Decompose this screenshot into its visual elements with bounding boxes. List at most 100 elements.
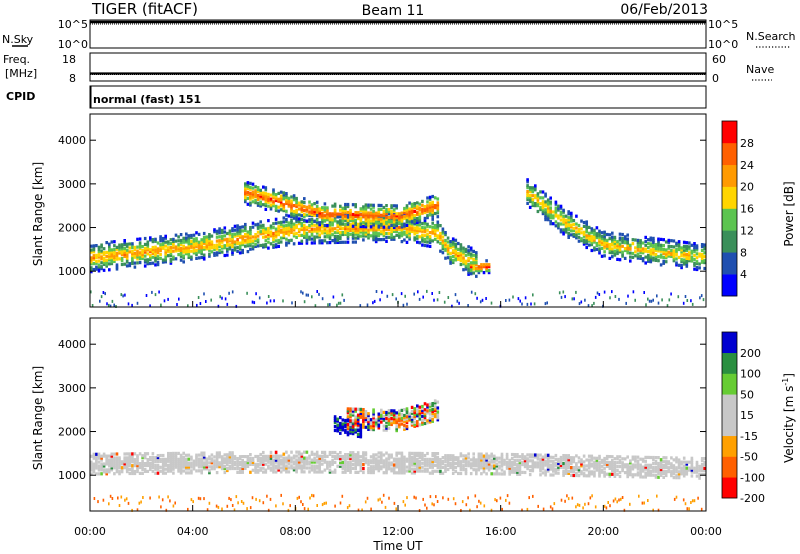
power-cell: [657, 301, 660, 305]
power-cell: [346, 224, 350, 229]
power-cell: [541, 212, 545, 216]
power-cell: [479, 300, 482, 304]
velocity-cell: [354, 423, 357, 427]
power-cell: [657, 247, 660, 251]
power-cell: [408, 213, 411, 217]
power-cell: [133, 251, 137, 255]
power-cell: [418, 241, 422, 245]
power-cell: [164, 256, 167, 260]
velocity-cell: [290, 458, 293, 462]
velocity-cell: [231, 459, 234, 463]
velocity-cell: [308, 454, 311, 458]
velocity-cell: [439, 469, 442, 473]
power-cell: [659, 255, 663, 259]
power-cell: [259, 190, 262, 194]
velocity-cell: [372, 469, 375, 473]
velocity-cell: [385, 426, 388, 430]
power-cell: [517, 297, 520, 301]
velocity-cell: [590, 470, 594, 474]
power-cell: [187, 255, 191, 259]
velocity-cell: [589, 496, 592, 500]
velocity-cell: [128, 460, 132, 464]
velocity-cell: [287, 466, 291, 470]
power-cell: [662, 249, 665, 254]
power-cell: [308, 206, 311, 210]
power-cell: [236, 238, 239, 242]
velocity-cell: [464, 456, 468, 460]
velocity-cell: [505, 456, 509, 460]
velocity-cell: [480, 452, 483, 456]
power-cell: [549, 222, 552, 226]
velocity-cell: [485, 454, 488, 458]
velocity-cell: [513, 462, 517, 466]
power-cell: [241, 243, 244, 247]
power-cell: [318, 211, 321, 215]
power-cell: [562, 218, 565, 222]
power-cell: [436, 220, 440, 224]
power-cell: [433, 298, 435, 302]
power-cell: [641, 257, 645, 261]
power-cell: [290, 203, 293, 207]
velocity-cell: [659, 469, 663, 473]
velocity-cell: [179, 469, 183, 473]
power-cell: [664, 248, 668, 252]
power-cell: [344, 230, 347, 235]
power-cell: [459, 249, 463, 253]
power-cell: [675, 251, 678, 255]
power-cell: [554, 210, 558, 214]
velocity-cell: [549, 505, 552, 509]
power-cell: [644, 243, 647, 247]
power-cell: [259, 202, 262, 206]
power-cell: [423, 226, 427, 230]
velocity-cell: [346, 425, 350, 429]
power-cell: [310, 231, 314, 235]
velocity-cell: [123, 462, 126, 466]
velocity-cell: [374, 457, 378, 461]
power-cell: [244, 222, 247, 227]
velocity-cell: [372, 428, 375, 432]
power-cell: [675, 241, 678, 245]
power-cell: [356, 222, 360, 226]
power-cell: [113, 250, 116, 254]
power-cell: [323, 239, 327, 243]
power-cell: [546, 208, 550, 212]
power-cell: [136, 301, 139, 305]
power-cell: [359, 213, 363, 217]
power-cell: [292, 226, 296, 230]
velocity-cell: [123, 452, 126, 456]
velocity-cell: [292, 462, 296, 466]
power-cell: [279, 222, 283, 226]
velocity-cell: [503, 458, 506, 462]
velocity-cell: [246, 456, 250, 461]
power-cell: [179, 240, 183, 245]
power-cell: [154, 257, 157, 261]
velocity-cell: [125, 497, 128, 501]
power-cell: [113, 303, 115, 307]
power-cell: [539, 196, 542, 200]
velocity-cell: [480, 464, 483, 468]
power-cell: [244, 228, 247, 232]
power-cell: [244, 182, 247, 186]
power-cell: [308, 200, 311, 204]
velocity-cell: [380, 420, 383, 424]
power-cell: [405, 214, 409, 218]
power-cell: [582, 224, 586, 228]
velocity-cell: [544, 473, 547, 477]
power-cell: [554, 202, 558, 206]
velocity-cell: [346, 419, 350, 423]
power-cell: [585, 242, 588, 246]
velocity-cell: [246, 464, 250, 468]
velocity-cell: [436, 412, 440, 416]
power-cell: [684, 295, 687, 298]
power-cell: [125, 264, 129, 268]
power-cell: [449, 245, 452, 250]
power-cell: [202, 245, 206, 249]
power-cell: [313, 241, 316, 245]
velocity-cell: [359, 465, 363, 469]
power-cell: [310, 209, 314, 213]
velocity-cell: [544, 463, 547, 467]
velocity-cell: [385, 465, 388, 469]
power-cell: [512, 295, 514, 299]
power-cell: [644, 261, 647, 265]
power-cell: [416, 218, 419, 223]
